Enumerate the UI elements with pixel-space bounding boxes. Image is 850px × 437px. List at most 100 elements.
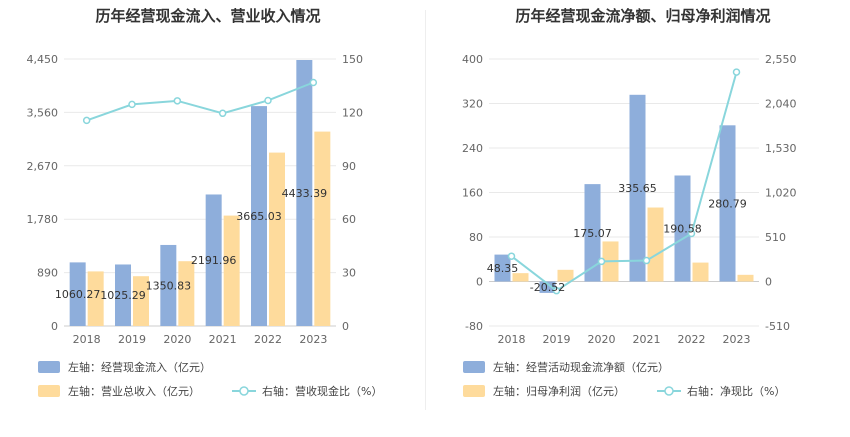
- bar-secondary: [269, 152, 285, 326]
- legend-swatch: [38, 385, 60, 397]
- line-point: [732, 68, 741, 76]
- line-point: [309, 78, 318, 87]
- bar-secondary: [737, 274, 754, 282]
- bar-primary: [539, 281, 556, 293]
- bar-data-label: 190.58: [663, 222, 702, 235]
- x-axis-tick-label: 2018: [498, 333, 526, 346]
- bar-secondary: [692, 262, 709, 282]
- line-point: [82, 116, 91, 125]
- bar-primary: [69, 262, 86, 326]
- x-axis-tick-label: 2022: [678, 333, 706, 346]
- legend-marker: [664, 386, 674, 396]
- legend-label: 左轴：归母净利润（亿元）: [493, 384, 625, 398]
- bar-data-label: 48.35: [487, 262, 519, 275]
- left-axis-tick-label: 160: [462, 187, 483, 200]
- bar-data-label: 1060.27: [55, 288, 101, 301]
- left-axis-tick-label: 0: [51, 320, 58, 333]
- left-axis-tick-label: -80: [465, 320, 483, 333]
- x-axis-tick-label: 2022: [254, 333, 282, 346]
- legend-swatch: [463, 385, 485, 397]
- bar-primary: [115, 264, 131, 326]
- x-axis-tick-label: 2023: [299, 333, 327, 346]
- chart-panel-right: 历年经营现金流净额、归母净利润情况 -80 0 80 160 240 320 400 -510 0…: [425, 0, 850, 437]
- bar-data-label: 2191.96: [191, 254, 237, 267]
- line-point: [597, 257, 606, 266]
- line-point: [128, 100, 136, 109]
- x-axis-tick-label: 2019: [543, 333, 571, 346]
- legend-swatch: [463, 361, 485, 373]
- x-axis-tick-label: 2021: [633, 333, 661, 346]
- bar-data-label: 280.79: [708, 197, 747, 210]
- x-axis-tick-label: 2018: [73, 333, 101, 346]
- left-axis-tick-label: 240: [462, 142, 483, 155]
- series-line: [86, 81, 314, 122]
- right-axis-tick-label: 0: [765, 276, 772, 289]
- bar-secondary: [178, 261, 195, 326]
- bar-secondary: [87, 271, 104, 326]
- legend-swatch: [38, 361, 60, 373]
- bar-primary: [205, 194, 222, 326]
- right-axis-tick-label: 60: [342, 213, 356, 226]
- line-point: [552, 286, 561, 295]
- chart-right: 历年经营现金流净额、归母净利润情况 -80 0 80 160 240 320 400 -510 0…: [462, 7, 797, 398]
- line-point: [173, 97, 182, 105]
- bar-data-label: 335.65: [618, 182, 657, 195]
- bar-data-label: 1025.29: [100, 289, 146, 302]
- bar-secondary: [133, 276, 149, 326]
- legend-label: 左轴：经营现金流入（亿元）: [68, 360, 211, 374]
- left-axis-tick-label: 2,670: [27, 160, 59, 173]
- bar-primary: [251, 106, 267, 326]
- left-axis-tick-label: 4,450: [27, 53, 59, 66]
- x-axis-tick-label: 2019: [118, 333, 146, 346]
- left-axis-tick-label: 1,780: [27, 213, 59, 226]
- x-axis-tick-label: 2020: [163, 333, 191, 346]
- line-point: [218, 109, 227, 118]
- panel-divider: [425, 10, 426, 410]
- bar-primary: [296, 59, 313, 326]
- bar-data-label: 3665.03: [236, 210, 282, 223]
- bar-primary: [584, 184, 601, 282]
- bar-data-label: -20.52: [530, 281, 565, 294]
- x-axis-tick-label: 2021: [209, 333, 237, 346]
- right-axis-tick-label: 2,550: [765, 53, 797, 66]
- right-axis-tick-label: 90: [342, 160, 356, 173]
- bar-data-label: 1350.83: [146, 279, 192, 292]
- bar-primary: [494, 254, 511, 282]
- legend-label: 左轴：营业总收入（亿元）: [68, 384, 200, 398]
- chart-panel-left: 历年经营现金流入、营业收入情况 0 890 1,780 2,670 3,560 4,450 0…: [27, 7, 383, 398]
- bar-primary: [629, 94, 646, 282]
- x-axis-tick-label: 2020: [588, 333, 616, 346]
- legend-label: 左轴：经营活动现金流净额（亿元）: [493, 360, 669, 374]
- right-axis-tick-label: 1,530: [765, 142, 797, 155]
- bar-secondary: [647, 207, 664, 282]
- bar-primary: [719, 125, 736, 282]
- left-axis-tick-label: 400: [462, 53, 483, 66]
- line-point: [687, 229, 696, 238]
- right-axis-tick-label: 150: [342, 53, 363, 66]
- bar-data-label: 175.07: [573, 227, 612, 240]
- bar-data-label: 4433.39: [282, 187, 328, 200]
- x-axis-tick-label: 2023: [723, 333, 751, 346]
- bar-secondary: [557, 269, 574, 282]
- left-axis-tick-label: 80: [469, 231, 483, 244]
- legend-marker: [239, 386, 249, 396]
- right-axis-tick-label: -510: [765, 320, 790, 333]
- right-axis-tick-label: 120: [342, 106, 363, 119]
- right-axis-tick-label: 2,040: [765, 98, 797, 111]
- right-axis-tick-label: 30: [342, 267, 356, 280]
- left-axis-tick-label: 320: [462, 98, 483, 111]
- bar-secondary: [512, 273, 529, 282]
- bar-secondary: [223, 215, 240, 326]
- left-axis-tick-label: 890: [37, 267, 58, 280]
- right-axis-tick-label: 0: [342, 320, 349, 333]
- chart-title: 历年经营现金流入、营业收入情况: [95, 7, 320, 25]
- left-axis-tick-label: 3,560: [27, 106, 59, 119]
- chart-left: 历年经营现金流入、营业收入情况 0 890 1,780 2,670 3,560 4,450 0…: [27, 7, 383, 398]
- line-point: [507, 252, 516, 260]
- right-axis-tick-label: 1,020: [765, 187, 797, 200]
- line-point: [642, 256, 651, 265]
- bar-primary: [674, 175, 691, 282]
- legend-label: 右轴：净现比（%）: [687, 384, 785, 398]
- left-axis-tick-label: 0: [476, 276, 483, 289]
- line-point: [264, 96, 272, 105]
